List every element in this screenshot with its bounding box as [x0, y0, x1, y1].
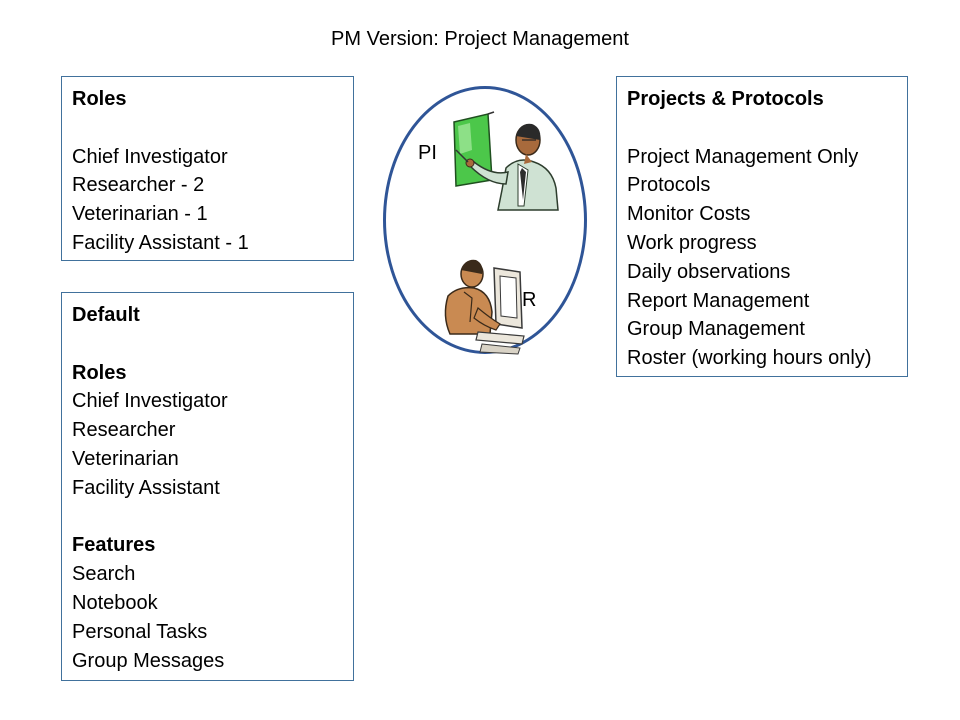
presenter-clipart-icon [453, 111, 559, 211]
default-heading: Default [72, 304, 140, 326]
roles-box: Roles Chief Investigator Researcher - 2 … [61, 76, 354, 261]
spacer [72, 330, 343, 359]
project-item: Report Management [627, 289, 810, 312]
pi-label: PI [418, 142, 437, 164]
project-item: Group Management [627, 318, 805, 341]
feature-item: Notebook [72, 591, 158, 614]
computer-user-clipart-icon [444, 259, 525, 355]
projects-heading: Projects & Protocols [627, 88, 824, 110]
feature-item: Personal Tasks [72, 620, 208, 643]
spacer [72, 114, 343, 143]
default-role-item: Veterinarian [72, 447, 179, 470]
features-heading: Features [72, 534, 156, 557]
default-role-item: Chief Investigator [72, 390, 228, 413]
role-item: Chief Investigator [72, 145, 228, 168]
page-title: PM Version: Project Management [331, 28, 629, 50]
project-item: Protocols [627, 174, 711, 197]
spacer [72, 503, 343, 532]
project-item: Work progress [627, 231, 757, 254]
role-item: Veterinarian - 1 [72, 203, 208, 226]
project-item: Monitor Costs [627, 203, 751, 226]
r-label: R [522, 289, 537, 311]
role-item: Researcher - 2 [72, 174, 205, 197]
feature-item: Group Messages [72, 649, 225, 672]
default-roles-heading: Roles [72, 361, 127, 384]
project-item: Daily observations [627, 260, 791, 283]
project-item: Roster (working hours only) [627, 347, 872, 370]
role-item: Facility Assistant - 1 [72, 231, 249, 254]
spacer [627, 114, 897, 143]
project-item: Project Management Only [627, 145, 859, 168]
feature-item: Search [72, 563, 136, 586]
projects-protocols-box: Projects & Protocols Project Management … [616, 76, 908, 377]
default-role-item: Researcher [72, 419, 176, 442]
roles-heading: Roles [72, 88, 127, 110]
default-role-item: Facility Assistant [72, 476, 220, 499]
default-box: Default Roles Chief Investigator Researc… [61, 292, 354, 681]
